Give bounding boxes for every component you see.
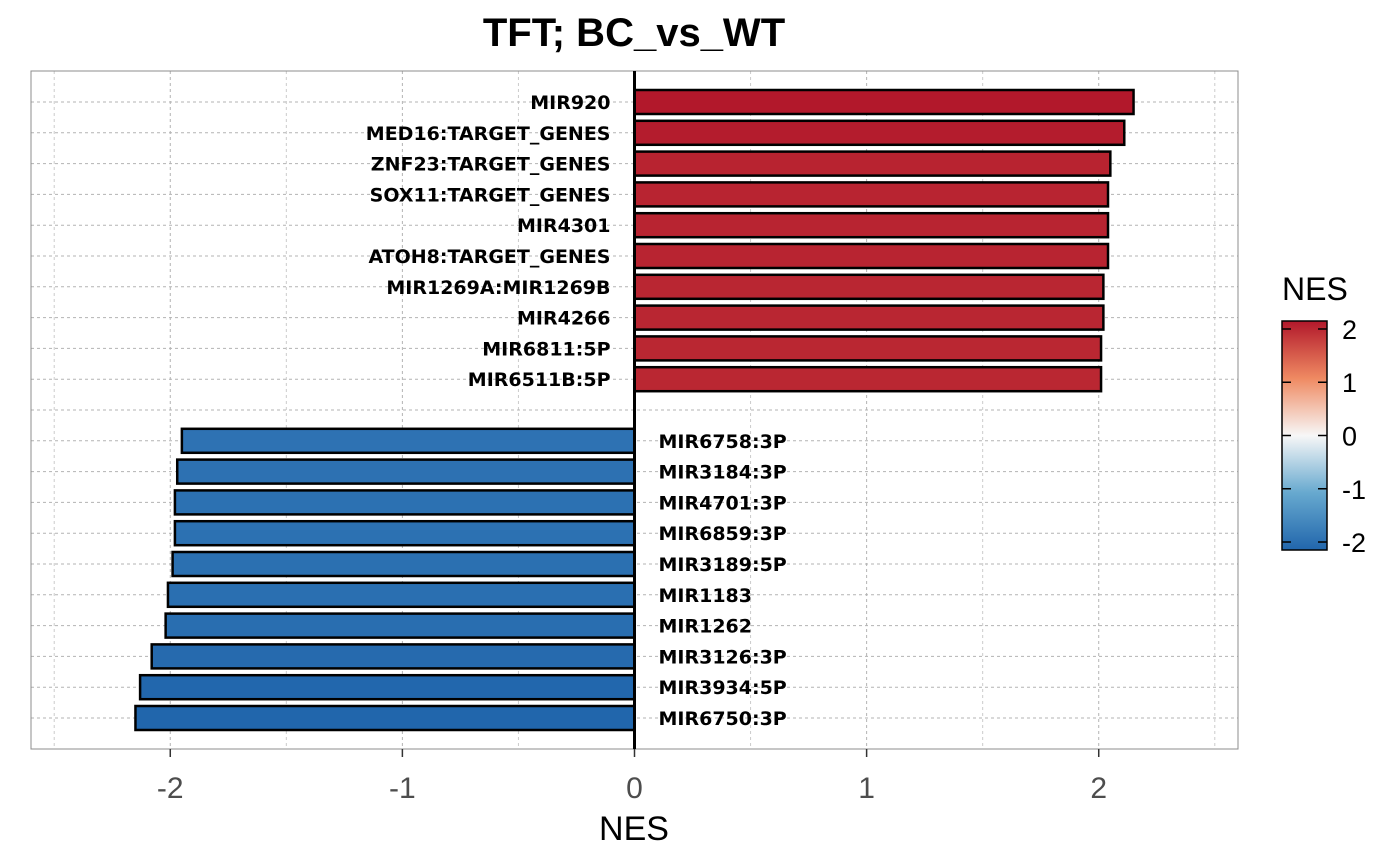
bar [633,119,1126,147]
bar [180,427,636,455]
bar-label: ZNF23:TARGET_GENES [371,154,611,176]
bar-label: MIR4301 [517,215,611,237]
bar [633,150,1112,177]
bar-label: MIR6750:3P [659,708,787,730]
x-axis-label: NES [599,810,669,848]
bar-label: MIR3184:3P [659,462,787,484]
legend-tick-label: 0 [1342,422,1357,452]
bar-label: MIR6758:3P [659,431,787,453]
bar [633,365,1103,393]
bar-label: MIR3189:5P [659,554,787,576]
bar-label: MIR6511B:5P [468,369,611,391]
bar-label: MIR4701:3P [659,492,787,514]
legend-tick-label: -2 [1342,528,1366,558]
bar [134,704,636,732]
bar [166,581,636,609]
bar [633,335,1103,362]
bar-label: MIR1269A:MIR1269B [386,277,610,299]
x-tick-label: -2 [157,772,184,805]
bar-label: MIR6859:3P [659,523,787,545]
bar [138,673,636,701]
bar-labels: MIR920 MED16:TARGET_GENES ZNF23:TARGET_GEN… [366,92,787,730]
bar [164,612,636,639]
bar-label: MIR6811:5P [482,338,610,360]
bar [633,304,1105,331]
chart-title: TFT; BC_vs_WT [483,11,785,55]
bar-label: MIR3934:5P [659,677,787,699]
bar [173,519,636,547]
bar-label: MED16:TARGET_GENES [366,123,611,145]
bar-label: MIR920 [530,92,610,114]
bar [150,643,636,670]
x-tick-label: 1 [858,772,875,805]
legend-tick-label: 1 [1342,368,1357,398]
bars [134,88,1135,732]
bar-label: MIR4266 [517,308,611,330]
x-tick-label: 2 [1090,772,1107,805]
legend-tick-label: 2 [1342,315,1357,345]
bar-label: MIR1183 [659,585,753,607]
bar-label: MIR3126:3P [659,646,787,668]
bar [633,211,1110,239]
bar-label: SOX11:TARGET_GENES [370,184,611,206]
bar [173,489,636,516]
legend-tick-label: -1 [1342,475,1366,505]
bar [633,181,1110,208]
x-tick-label: -1 [389,772,416,805]
bar-label: MIR1262 [659,616,753,638]
x-tick-label: 0 [626,772,643,805]
x-axis: -2 -1 0 1 2 [157,749,1107,805]
bar [633,242,1110,270]
bar [633,273,1105,301]
bar [171,550,636,578]
legend: NES 2 1 0 -1 -2 [1281,271,1366,558]
legend-title: NES [1282,271,1348,307]
bar [175,458,636,485]
bar-label: ATOH8:TARGET_GENES [368,246,610,268]
bar [633,88,1135,116]
